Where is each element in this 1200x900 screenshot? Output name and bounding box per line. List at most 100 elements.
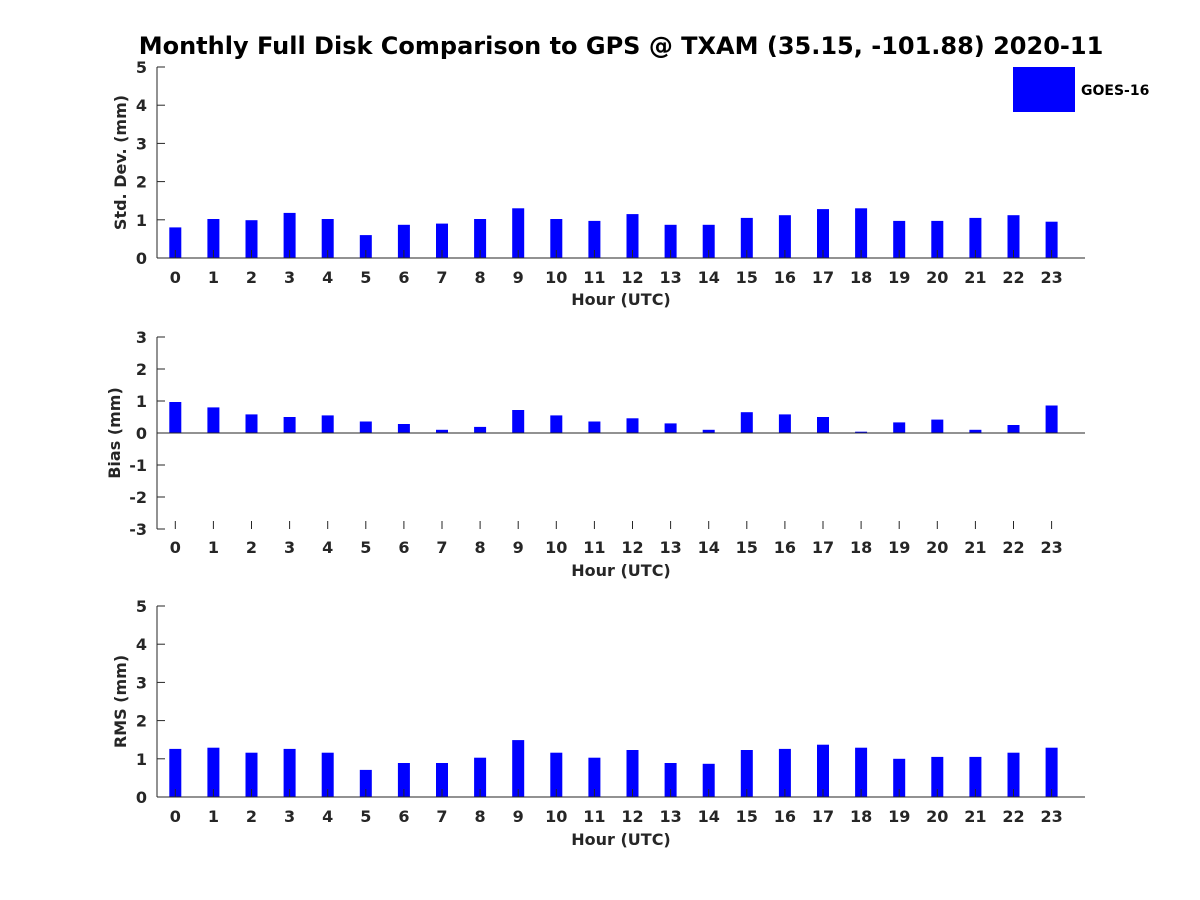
x-tick-label: 15 (736, 268, 758, 287)
x-tick-label: 21 (964, 268, 986, 287)
bar-panel1-hour-12 (626, 214, 639, 258)
y-tick-label: -1 (129, 456, 147, 475)
bar-panel2-hour-2 (245, 414, 258, 433)
x-tick-label: 13 (659, 538, 681, 557)
bar-panel2-hour-5 (359, 421, 372, 433)
bar-panel3-hour-8 (474, 757, 487, 797)
bar-panel3-hour-12 (626, 750, 639, 797)
bar-panel2-hour-3 (283, 417, 296, 433)
x-tick-label: 23 (1040, 538, 1062, 557)
x-tick-label: 9 (513, 807, 524, 826)
bar-panel3-hour-18 (855, 747, 868, 797)
y-tick-label: 0 (136, 249, 147, 268)
y-tick-label: 3 (136, 673, 147, 692)
x-tick-label: 6 (398, 807, 409, 826)
bar-panel3-hour-4 (321, 752, 334, 797)
bar-panel1-hour-18 (855, 208, 868, 258)
bar-panel3-hour-11 (588, 757, 601, 797)
bar-panel2-hour-23 (1045, 405, 1058, 433)
bar-panel2-hour-1 (207, 407, 220, 433)
bar-panel2-hour-19 (893, 422, 906, 433)
x-tick-label: 14 (698, 807, 720, 826)
x-tick-label: 14 (698, 538, 720, 557)
x-tick-label: 22 (1002, 807, 1024, 826)
x-tick-label: 8 (475, 807, 486, 826)
x-tick-label: 13 (659, 807, 681, 826)
x-tick-label: 13 (659, 268, 681, 287)
x-tick-label: 17 (812, 807, 834, 826)
x-tick-label: 3 (284, 268, 295, 287)
bar-panel1-hour-11 (588, 220, 601, 258)
bar-panel1-hour-0 (169, 227, 182, 258)
bar-panel1-hour-20 (931, 220, 944, 258)
bar-panel2-hour-12 (626, 418, 639, 433)
y-tick-label: 5 (136, 58, 147, 77)
bar-panel1-hour-21 (969, 217, 982, 258)
x-tick-label: 19 (888, 807, 910, 826)
x-axis-label: Hour (UTC) (571, 561, 671, 580)
x-tick-label: 16 (774, 538, 796, 557)
bar-panel1-hour-22 (1007, 215, 1020, 258)
y-tick-label: 3 (136, 328, 147, 347)
bar-panel1-hour-3 (283, 212, 296, 258)
bar-panel3-hour-16 (778, 748, 791, 797)
bar-panel2-hour-7 (436, 429, 448, 433)
x-tick-label: 7 (436, 538, 447, 557)
bar-panel2-hour-16 (778, 414, 791, 433)
bar-panel3-hour-13 (664, 763, 677, 797)
x-tick-label: 20 (926, 807, 948, 826)
bar-panel3-hour-17 (817, 744, 829, 797)
x-tick-label: 5 (360, 268, 371, 287)
bar-panel3-hour-23 (1045, 747, 1058, 797)
x-tick-label: 20 (926, 268, 948, 287)
x-tick-label: 22 (1002, 268, 1024, 287)
y-axis-label: RMS (mm) (111, 655, 130, 748)
bar-panel2-hour-14 (702, 429, 715, 433)
x-tick-label: 8 (475, 538, 486, 557)
bar-panel3-hour-22 (1007, 752, 1020, 797)
y-tick-label: 0 (136, 788, 147, 807)
bar-panel3-hour-0 (169, 748, 182, 797)
x-tick-label: 15 (736, 538, 758, 557)
y-axis-label: Std. Dev. (mm) (111, 95, 130, 230)
bar-panel1-hour-6 (397, 224, 410, 258)
y-tick-label: 5 (136, 597, 147, 616)
x-tick-label: 2 (246, 268, 257, 287)
bar-panel2-hour-8 (474, 426, 487, 433)
x-axis-label: Hour (UTC) (571, 830, 671, 849)
y-tick-label: 2 (136, 360, 147, 379)
x-tick-label: 15 (736, 807, 758, 826)
x-tick-label: 10 (545, 538, 567, 557)
chart-title: Monthly Full Disk Comparison to GPS @ TX… (139, 32, 1104, 60)
bar-panel1-hour-1 (207, 219, 220, 258)
bar-panel1-hour-16 (778, 215, 791, 258)
bar-panel3-hour-6 (397, 763, 410, 797)
x-tick-label: 3 (284, 807, 295, 826)
bar-panel3-hour-14 (702, 763, 715, 797)
bar-panel2-hour-15 (740, 412, 753, 433)
x-tick-label: 12 (621, 268, 643, 287)
y-tick-label: 4 (136, 635, 147, 654)
x-tick-label: 11 (583, 538, 605, 557)
x-tick-label: 9 (513, 268, 524, 287)
x-tick-label: 8 (475, 268, 486, 287)
x-tick-label: 2 (246, 807, 257, 826)
bar-panel2-hour-17 (817, 417, 829, 433)
bar-panel1-hour-10 (550, 219, 563, 258)
x-tick-label: 0 (170, 807, 181, 826)
x-tick-label: 0 (170, 268, 181, 287)
bar-panel1-hour-19 (893, 220, 906, 258)
x-tick-label: 23 (1040, 807, 1062, 826)
bar-panel1-hour-15 (740, 217, 753, 258)
y-tick-label: 2 (136, 712, 147, 731)
bar-panel1-hour-2 (245, 220, 258, 258)
x-tick-label: 20 (926, 538, 948, 557)
x-tick-label: 4 (322, 807, 333, 826)
bar-panel3-hour-3 (283, 748, 296, 797)
x-tick-label: 1 (208, 538, 219, 557)
bar-panel1-hour-13 (664, 224, 677, 258)
y-tick-label: 1 (136, 211, 147, 230)
x-tick-label: 19 (888, 538, 910, 557)
x-tick-label: 6 (398, 538, 409, 557)
bar-panel1-hour-8 (474, 219, 487, 258)
